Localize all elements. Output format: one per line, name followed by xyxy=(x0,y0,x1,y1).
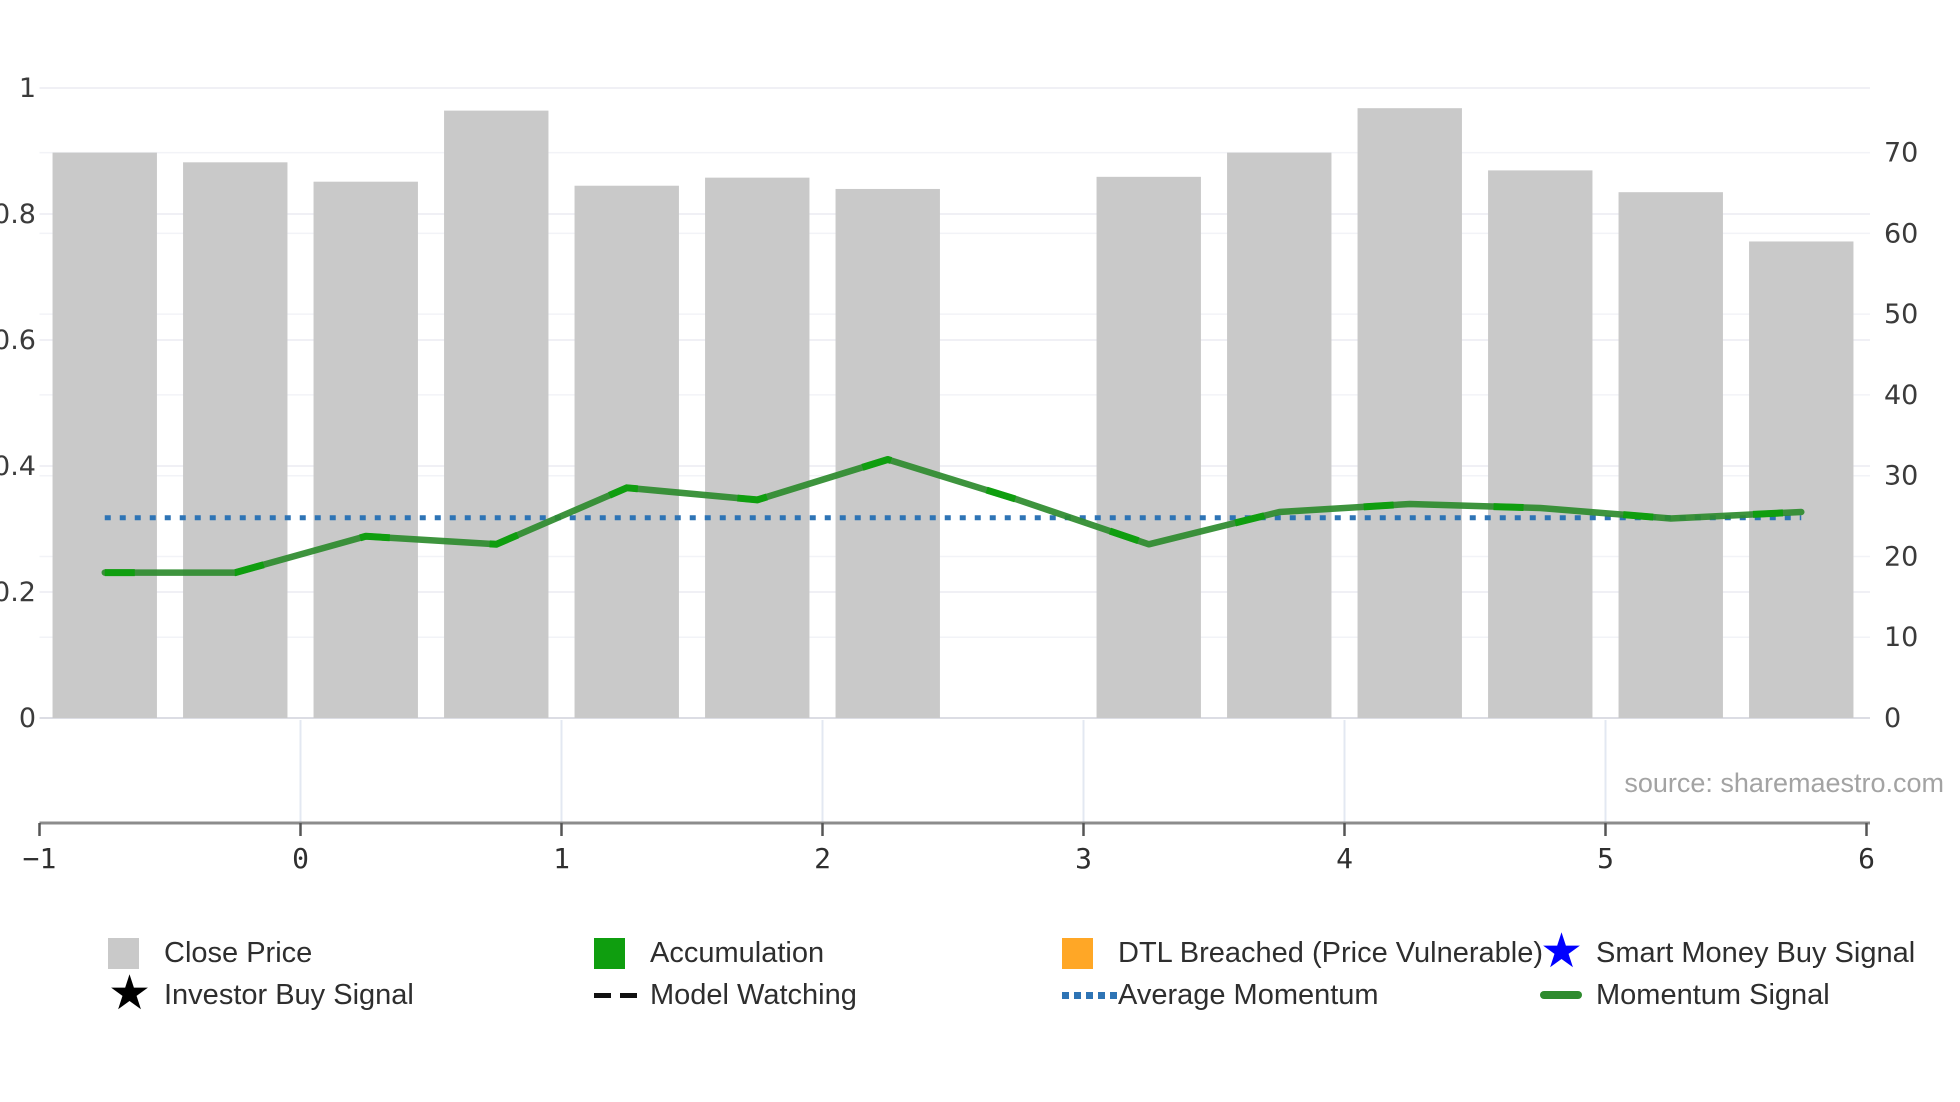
close-price-bar xyxy=(52,152,157,719)
legend-item-dtl-breached[interactable]: DTL Breached (Price Vulnerable) xyxy=(1062,933,1543,973)
investor-star-icon: ★ xyxy=(108,966,152,1020)
accumulation-swatch-icon xyxy=(594,937,650,969)
x-tick-label: 4 xyxy=(1336,842,1353,875)
x-tick-label: 2 xyxy=(814,842,831,875)
y-right-tick-label: 20 xyxy=(1884,541,1918,572)
legend-item-model-watching[interactable]: Model Watching xyxy=(594,975,857,1015)
close-price-bar xyxy=(1488,170,1593,718)
y-right-tick-label: 60 xyxy=(1884,218,1918,249)
legend-item-label: Momentum Signal xyxy=(1596,978,1830,1011)
close-price-bar xyxy=(705,177,810,719)
close-price-bar xyxy=(1096,176,1201,718)
legend-item-label: Smart Money Buy Signal xyxy=(1596,936,1916,969)
close-price-bar xyxy=(1357,108,1462,718)
y-left-tick-label: 0.6 xyxy=(0,325,36,356)
x-tick-label: 6 xyxy=(1858,842,1875,875)
close-price-bar xyxy=(444,110,549,719)
x-tick-label: 1 xyxy=(553,842,570,875)
legend-item-label: DTL Breached (Price Vulnerable) xyxy=(1118,936,1543,969)
y-right-tick-label: 40 xyxy=(1884,380,1918,411)
y-right-tick-label: 30 xyxy=(1884,461,1918,492)
x-tick-label: 0 xyxy=(292,842,309,875)
momentum-line-icon xyxy=(1540,991,1596,999)
close-price-bar xyxy=(1227,152,1332,719)
y-left-tick-label: 0.2 xyxy=(0,577,36,608)
smart-money-star-icon: ★ xyxy=(1540,924,1584,978)
legend-item-momentum-signal[interactable]: Momentum Signal xyxy=(1540,975,1830,1015)
legend-item-close-price[interactable]: Close Price xyxy=(108,933,312,973)
legend-item-label: Accumulation xyxy=(650,936,825,969)
legend-item-smart-money[interactable]: ★ Smart Money Buy Signal xyxy=(1540,924,1916,978)
y-left-tick-label: 0.4 xyxy=(0,451,36,482)
y-left-tick-label: 0.8 xyxy=(0,199,36,230)
close-price-bar xyxy=(574,185,679,718)
legend-item-label: Close Price xyxy=(164,936,313,969)
close-price-bar xyxy=(1749,241,1854,718)
x-tick-label: 5 xyxy=(1597,842,1614,875)
y-right-tick-label: 10 xyxy=(1884,622,1918,653)
y-right-tick-label: 50 xyxy=(1884,299,1918,330)
legend-item-label: Model Watching xyxy=(650,978,857,1011)
y-right-tick-label: 0 xyxy=(1884,703,1901,734)
accumulation-segments xyxy=(104,456,1802,577)
legend-item-label: Investor Buy Signal xyxy=(164,978,414,1011)
legend-item-average-momentum[interactable]: Average Momentum xyxy=(1062,975,1379,1015)
y-left-tick-label: 1 xyxy=(19,73,36,104)
source-attribution: source: sharemaestro.com xyxy=(1624,768,1944,798)
legend-item-accumulation[interactable]: Accumulation xyxy=(594,933,824,973)
close-price-bar xyxy=(313,181,418,718)
y-left-tick-label: 0 xyxy=(19,703,36,734)
y-right-tick-label: 70 xyxy=(1884,138,1918,169)
close-price-bar xyxy=(1618,192,1723,718)
close-price-swatch-icon xyxy=(108,937,164,969)
legend-item-label: Average Momentum xyxy=(1118,978,1379,1011)
legend-item-investor-buy[interactable]: ★ Investor Buy Signal xyxy=(108,966,414,1020)
x-tick-label: −1 xyxy=(23,842,57,875)
x-tick-label: 3 xyxy=(1075,842,1092,875)
dtl-breached-swatch-icon xyxy=(1062,937,1118,969)
close-price-bar xyxy=(183,162,288,719)
close-price-bar xyxy=(835,188,940,718)
average-momentum-dots-icon xyxy=(1062,991,1118,999)
model-watching-dash-icon xyxy=(594,992,650,998)
